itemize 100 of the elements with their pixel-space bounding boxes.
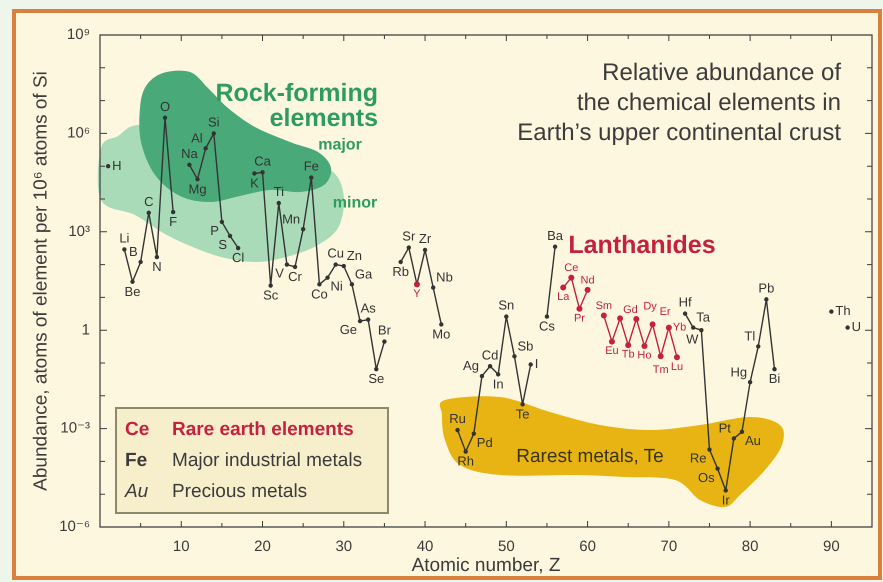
annotation: Ca xyxy=(254,153,272,168)
annotation: Yb xyxy=(672,322,686,334)
y-tick-label: 10⁹ xyxy=(66,26,90,44)
annotation: U xyxy=(852,319,862,334)
point xyxy=(600,312,607,319)
annotation: As xyxy=(360,300,376,316)
annotation: Er xyxy=(660,306,671,318)
annotation: N xyxy=(152,259,162,274)
annotation: Au xyxy=(125,480,150,504)
annotation: Zn xyxy=(346,248,362,264)
point xyxy=(633,316,640,322)
point xyxy=(674,354,680,360)
point xyxy=(658,353,664,360)
annotation: Rarest metals, Te xyxy=(516,446,664,468)
y-tick-label: 10⁶ xyxy=(67,124,90,142)
annotation: Co xyxy=(311,286,328,302)
annotation: Lanthanides xyxy=(568,230,716,259)
annotation: Li xyxy=(119,230,130,246)
annotation: I xyxy=(534,356,538,372)
point xyxy=(568,274,574,281)
annotation: Ir xyxy=(722,492,730,508)
x-tick-label: 10 xyxy=(172,538,190,556)
annotation: Cl xyxy=(232,250,244,266)
annotation: Cd xyxy=(482,347,498,362)
annotation: Rh xyxy=(457,454,474,469)
annotation: Cs xyxy=(539,318,556,334)
annotation: Ga xyxy=(354,266,374,282)
annotation: Ce xyxy=(564,262,578,274)
annotation: B xyxy=(128,244,138,260)
annotation: Br xyxy=(378,322,392,338)
x-tick-label: 70 xyxy=(660,538,678,556)
annotation: Sr xyxy=(402,228,416,244)
annotation: In xyxy=(492,376,504,392)
annotation: Rb xyxy=(392,264,409,280)
annotation: Mg xyxy=(188,181,207,196)
annotation: Precious metals xyxy=(172,480,308,504)
point xyxy=(560,284,566,291)
annotation: La xyxy=(557,291,570,304)
x-tick-label: 20 xyxy=(254,538,271,556)
annotation: Sc xyxy=(263,288,279,303)
annotation: Na xyxy=(181,146,198,161)
annotation: Be xyxy=(124,284,140,299)
x-axis-title: Atomic number, Z xyxy=(412,554,561,576)
point xyxy=(650,321,656,328)
annotation: Ce xyxy=(125,418,150,442)
annotation: Lu xyxy=(670,360,684,373)
point xyxy=(641,342,648,349)
annotation: Sm xyxy=(596,300,612,312)
annotation: Nd xyxy=(580,274,595,286)
x-tick-label: 90 xyxy=(823,538,840,556)
annotation: Zr xyxy=(418,231,432,246)
annotation: Bi xyxy=(768,371,780,386)
annotation: Ag xyxy=(463,358,479,374)
annotation: Tm xyxy=(652,364,669,376)
annotation: Hf xyxy=(678,294,692,310)
annotation: Sb xyxy=(517,338,534,354)
y-tick-label: 10⁻⁶ xyxy=(59,518,90,536)
annotation: Os xyxy=(698,470,716,485)
point xyxy=(666,324,672,331)
annotation: Pr xyxy=(574,312,586,324)
x-tick-label: 50 xyxy=(498,538,515,556)
annotation: Eu xyxy=(605,345,619,358)
annotation: Pb xyxy=(758,280,774,296)
y-tick-label: 10⁻³ xyxy=(60,420,90,437)
annotation: Dy xyxy=(643,300,658,312)
annotation: Gd xyxy=(623,304,638,316)
y-tick-label: 10³ xyxy=(68,222,90,240)
point xyxy=(625,342,632,348)
annotation: Hg xyxy=(730,364,748,380)
annotation: minor xyxy=(332,194,378,212)
annotation: Ta xyxy=(696,310,711,325)
annotation: Mo xyxy=(432,326,450,342)
y-axis-title: Abundance, atoms of element per 10⁶ atoms of Si xyxy=(30,71,52,491)
annotation: Ge xyxy=(340,322,358,338)
annotation: Nb xyxy=(436,270,453,285)
x-tick-label: 60 xyxy=(579,538,596,556)
annotation: P xyxy=(210,223,219,238)
annotation: Cu xyxy=(327,246,344,261)
annotation: Pd xyxy=(476,434,493,450)
point xyxy=(576,306,582,312)
annotation: Cr xyxy=(288,268,303,284)
annotation: Sn xyxy=(498,298,514,313)
annotation: F xyxy=(169,214,178,230)
annotation: H xyxy=(112,158,122,173)
annotation: Te xyxy=(516,406,530,422)
y-tick-label: 1 xyxy=(82,321,90,338)
annotation: Rare earth elements xyxy=(172,418,355,442)
annotation: Ho xyxy=(637,350,652,362)
annotation: Al xyxy=(191,130,203,146)
annotation: Major industrial metals xyxy=(172,449,362,473)
annotation: V xyxy=(275,266,284,281)
annotation: Tb xyxy=(622,348,635,361)
x-tick-label: 40 xyxy=(416,538,434,556)
annotation: Fe xyxy=(304,158,319,174)
annotation: Si xyxy=(208,114,220,130)
annotation: S xyxy=(218,236,228,252)
annotation: Se xyxy=(368,371,384,386)
annotation: Ru xyxy=(449,411,466,426)
annotation: Th xyxy=(835,303,851,318)
text: Relative abundance of the chemical elements in Earth’s upper continental crust xyxy=(517,59,842,146)
